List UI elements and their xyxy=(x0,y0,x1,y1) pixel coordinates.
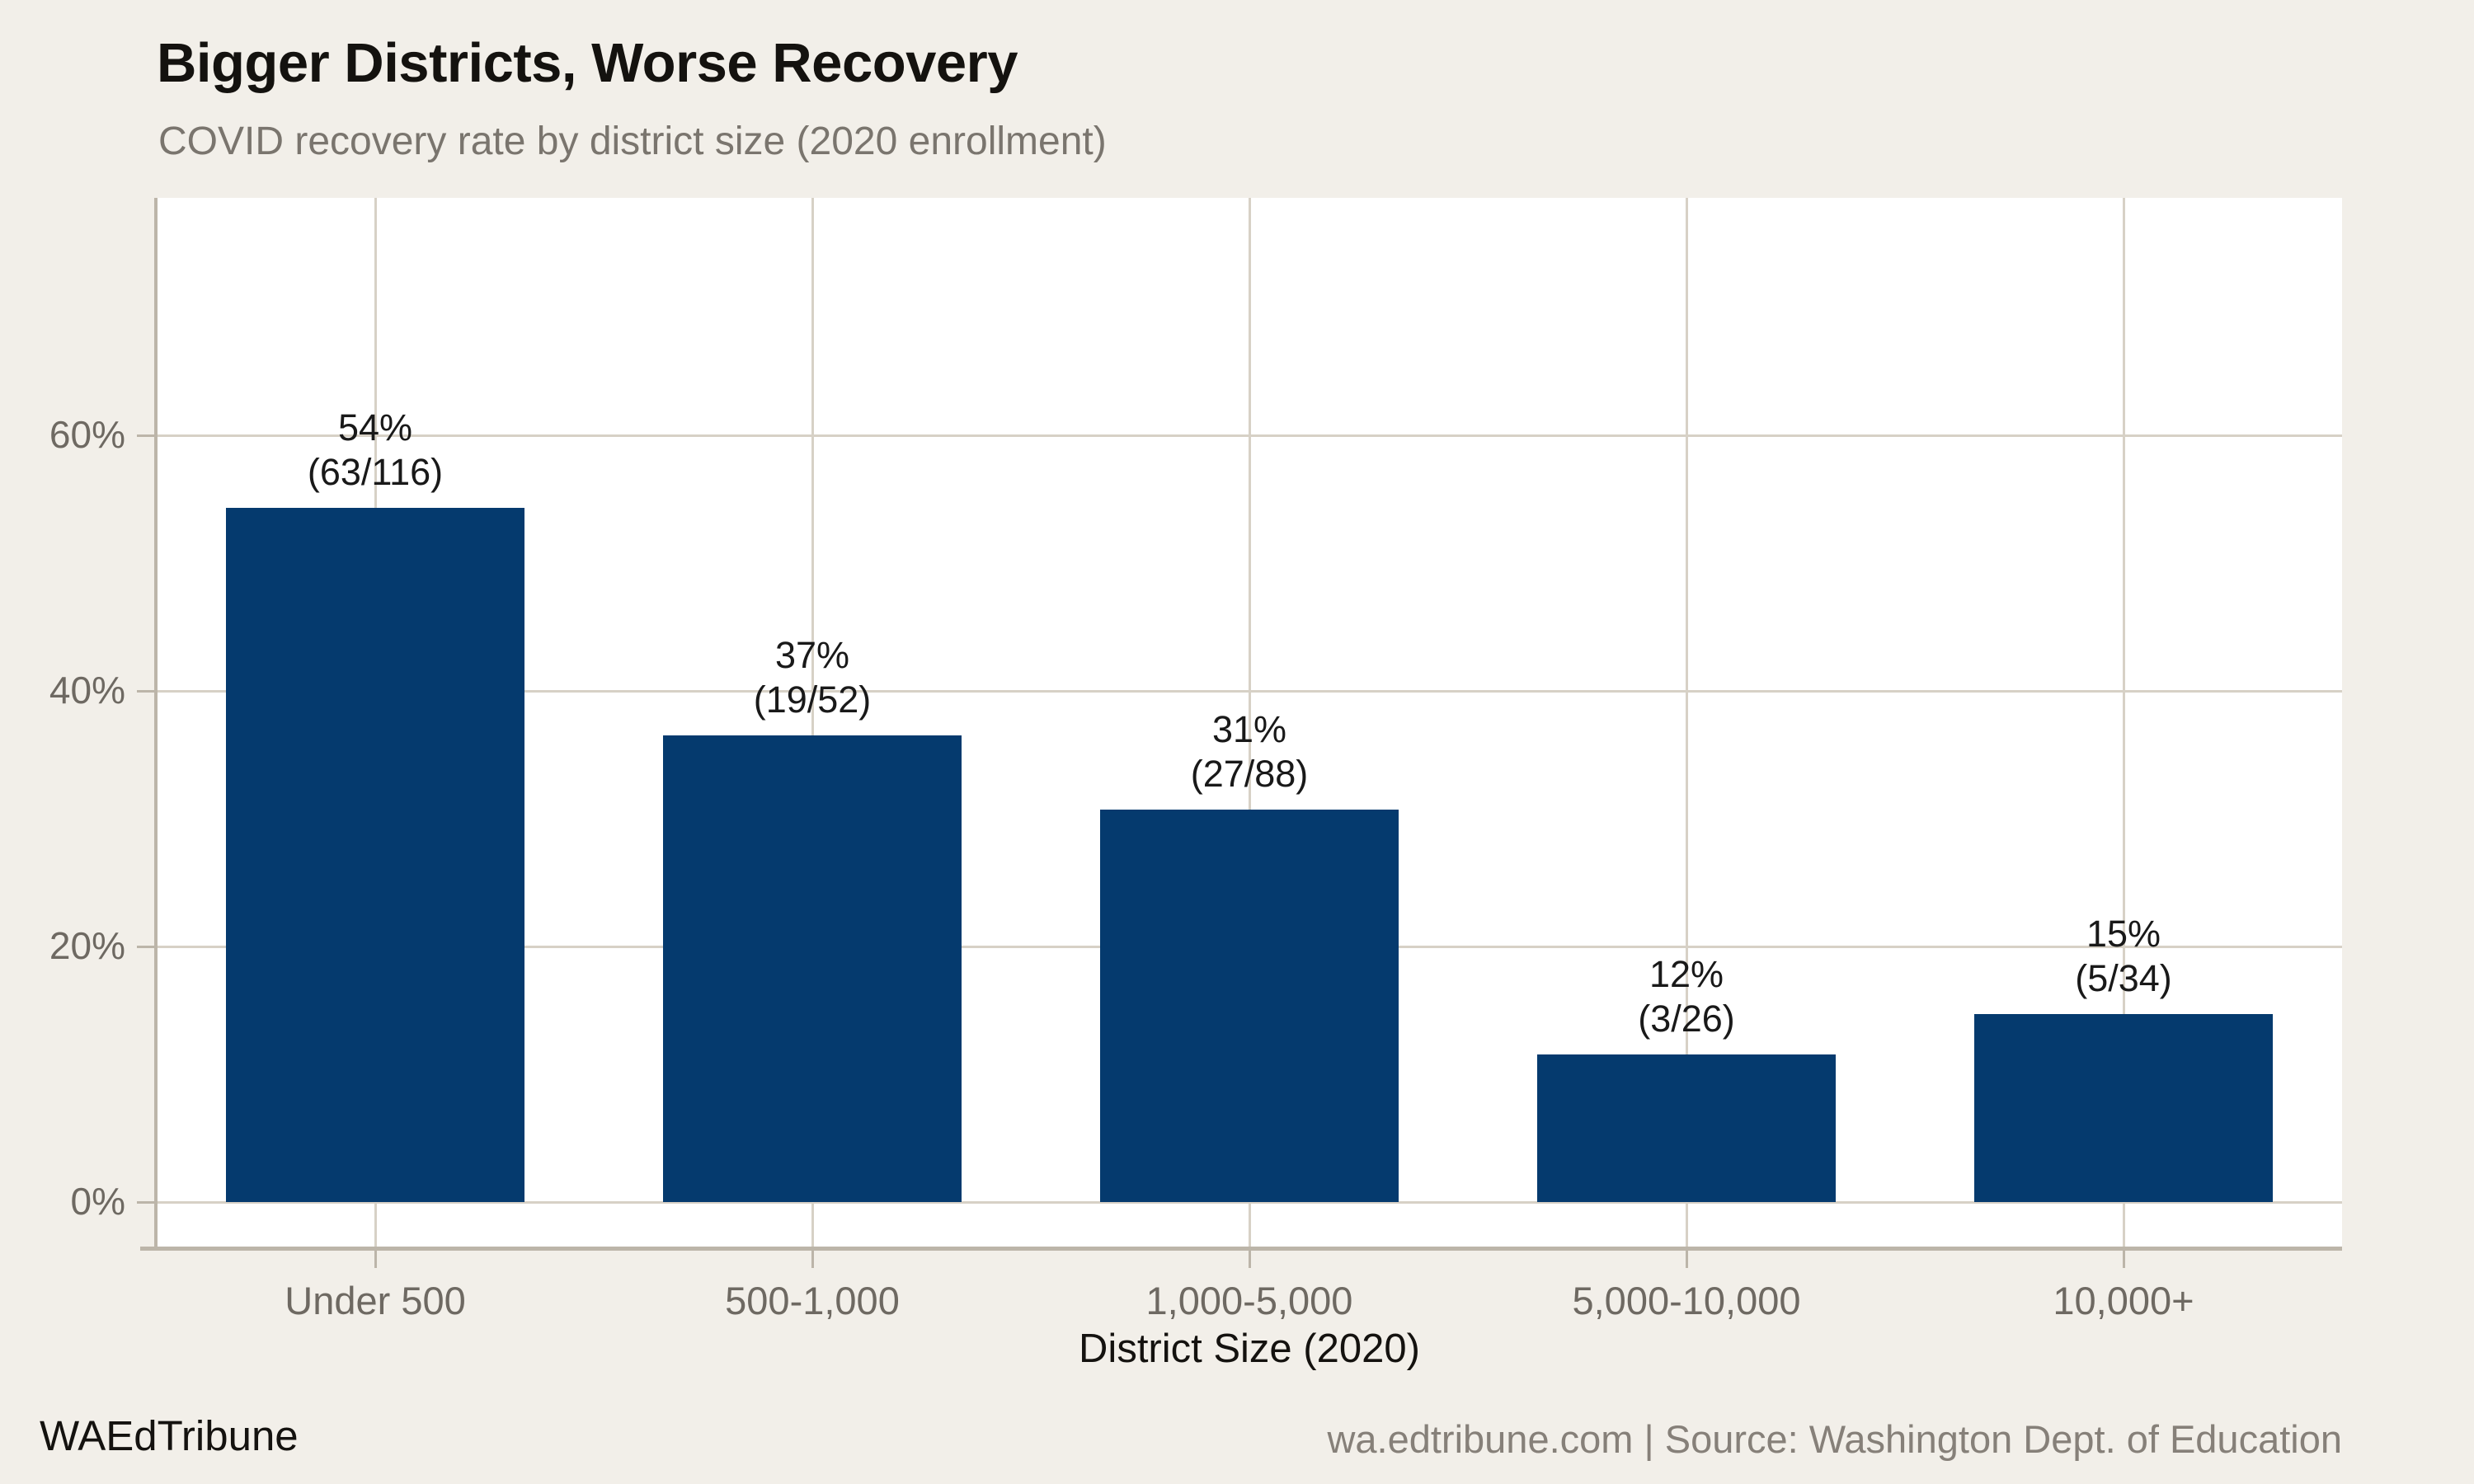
y-tick-label: 60% xyxy=(49,413,125,456)
bar xyxy=(1974,1014,2273,1202)
x-tick-mark xyxy=(811,1248,814,1268)
y-tick-mark xyxy=(137,689,157,693)
bar xyxy=(1100,810,1399,1202)
x-tick-mark xyxy=(2122,1248,2125,1268)
y-tick-label: 0% xyxy=(70,1180,125,1223)
x-tick-label: Under 500 xyxy=(285,1279,466,1322)
y-tick-label: 40% xyxy=(49,669,125,711)
source-attribution: wa.edtribune.com | Source: Washington De… xyxy=(1327,1417,2342,1461)
bar-percent-label: 54% xyxy=(337,406,413,448)
bar-percent-label: 37% xyxy=(774,634,850,676)
x-tick-label: 500-1,000 xyxy=(725,1279,900,1322)
bar-percent-label: 12% xyxy=(1649,953,1724,995)
y-tick-mark xyxy=(137,945,157,948)
bar-percent-label: 31% xyxy=(1211,708,1287,750)
bar-percent-label: 15% xyxy=(2086,913,2161,955)
bar-fraction-label: (27/88) xyxy=(1190,753,1309,795)
bar xyxy=(226,508,524,1202)
x-tick-label: 10,000+ xyxy=(2053,1279,2194,1322)
x-axis-title: District Size (2020) xyxy=(1079,1327,1420,1371)
x-gridline xyxy=(1685,198,1688,1247)
x-tick-mark xyxy=(1248,1248,1251,1268)
bar-value-label: 37% (19/52) xyxy=(594,633,1031,722)
x-gridline xyxy=(811,198,814,1247)
x-tick-mark xyxy=(1685,1248,1688,1268)
bar-fraction-label: (5/34) xyxy=(2075,957,2172,999)
x-tick-mark xyxy=(374,1248,377,1268)
y-axis-line xyxy=(154,198,158,1251)
x-gridline xyxy=(1248,198,1251,1247)
x-tick-label: 1,000-5,000 xyxy=(1145,1279,1353,1322)
x-gridline xyxy=(2122,198,2125,1247)
brand-logo-text: WAEdTribune xyxy=(40,1412,299,1459)
chart-subtitle: COVID recovery rate by district size (20… xyxy=(158,120,1107,163)
bar-value-label: 12% (3/26) xyxy=(1468,952,1905,1041)
y-tick-label: 20% xyxy=(49,924,125,967)
bar-fraction-label: (19/52) xyxy=(753,679,872,721)
bar xyxy=(1537,1054,1836,1202)
y-tick-mark xyxy=(137,434,157,437)
chart-title: Bigger Districts, Worse Recovery xyxy=(157,32,1018,94)
bar-value-label: 54% (63/116) xyxy=(157,406,594,495)
x-axis-line xyxy=(140,1247,2342,1251)
bar-fraction-label: (63/116) xyxy=(307,451,444,493)
y-tick-mark xyxy=(137,1200,157,1204)
bar xyxy=(663,735,962,1202)
bar-fraction-label: (3/26) xyxy=(1638,998,1735,1040)
bar-value-label: 15% (5/34) xyxy=(1905,912,2342,1001)
bar-value-label: 31% (27/88) xyxy=(1031,707,1468,796)
x-tick-label: 5,000-10,000 xyxy=(1572,1279,1801,1322)
